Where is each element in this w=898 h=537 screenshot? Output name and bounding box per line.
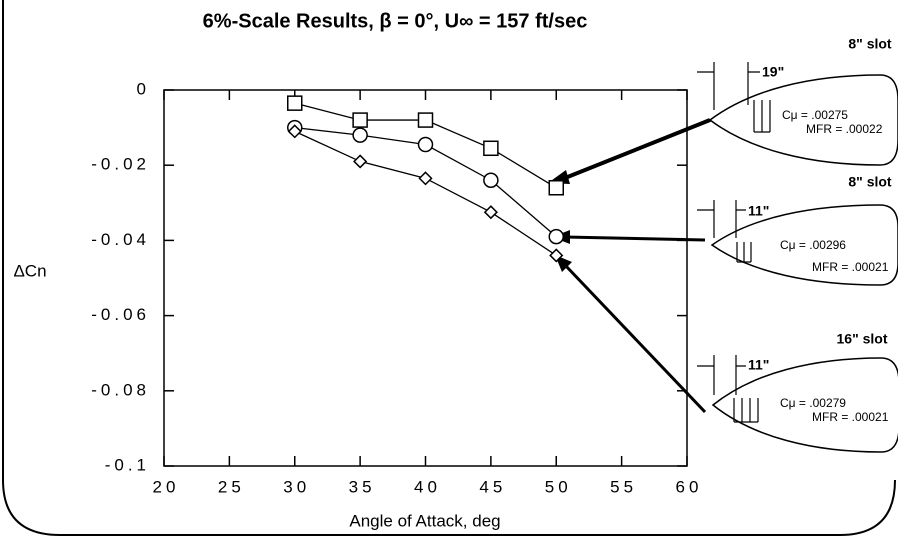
mfr-label: MFR = .00021 bbox=[812, 410, 889, 424]
y-tick-label: 0 bbox=[137, 79, 150, 98]
x-tick-label: 40 bbox=[414, 477, 441, 496]
dimension-label: 11" bbox=[748, 357, 769, 373]
marker bbox=[417, 112, 434, 128]
cmu-label: Cμ = .00275 bbox=[782, 108, 848, 122]
annotation: 8" slot 19" Cμ = .00275 MFR = .00022 bbox=[548, 36, 898, 184]
marker bbox=[483, 140, 499, 157]
dimension-label: 19" bbox=[762, 64, 784, 80]
slot-label: 8" slot bbox=[848, 36, 892, 52]
nose-outline bbox=[711, 357, 898, 453]
marker bbox=[287, 95, 303, 111]
marker bbox=[287, 124, 302, 139]
x-tick-label: 55 bbox=[610, 477, 637, 496]
cmu-label: Cμ = .00279 bbox=[780, 396, 846, 410]
x-axis-label: Angle of Attack, deg bbox=[349, 511, 500, 530]
chart-title: 6%-Scale Results, β = 0°, U∞ = 157 ft/se… bbox=[203, 10, 588, 32]
marker bbox=[483, 205, 498, 220]
y-tick-label: -0.08 bbox=[91, 380, 150, 399]
marker bbox=[549, 248, 564, 263]
marker bbox=[548, 180, 564, 196]
slot-label: 16" slot bbox=[837, 331, 888, 347]
marker bbox=[352, 127, 368, 143]
arrow bbox=[564, 235, 706, 242]
marker bbox=[417, 136, 434, 153]
x-tick-label: 30 bbox=[283, 477, 310, 496]
nose-outline bbox=[710, 204, 898, 286]
x-tick-label: 20 bbox=[153, 477, 180, 496]
mfr-label: MFR = .00022 bbox=[806, 122, 883, 136]
x-tick-label: 35 bbox=[349, 477, 376, 496]
marker bbox=[353, 154, 368, 169]
y-tick-label: -0.04 bbox=[91, 230, 150, 249]
dimension-lines bbox=[697, 200, 752, 263]
mfr-label: MFR = .00021 bbox=[812, 260, 889, 274]
marker bbox=[483, 172, 499, 188]
nose-outline bbox=[708, 74, 898, 166]
y-tick-label: -0.1 bbox=[105, 455, 150, 474]
marker bbox=[352, 112, 368, 128]
annotation: 16" slot 11" Cμ = .00279 MFR = .00021 bbox=[555, 255, 898, 453]
dimension-lines bbox=[697, 62, 771, 133]
annotation: 8" slot 11" Cμ = .00296 MFR = .00021 bbox=[552, 174, 898, 286]
cmu-label: Cμ = .00296 bbox=[780, 238, 846, 252]
dimension-lines bbox=[697, 355, 759, 423]
marker bbox=[418, 171, 433, 186]
y-axis-label: ΔCn bbox=[13, 261, 46, 280]
x-tick-label: 50 bbox=[545, 477, 572, 496]
x-tick-label: 60 bbox=[676, 477, 703, 496]
arrow bbox=[559, 118, 711, 182]
slot-label: 8" slot bbox=[848, 174, 892, 190]
y-tick-label: -0.06 bbox=[91, 305, 150, 324]
marker bbox=[548, 228, 564, 245]
x-tick-label: 25 bbox=[218, 477, 245, 496]
arrow bbox=[563, 263, 707, 414]
dimension-label: 11" bbox=[748, 203, 769, 219]
y-tick-label: -0.02 bbox=[91, 155, 150, 174]
x-tick-label: 45 bbox=[479, 477, 506, 496]
